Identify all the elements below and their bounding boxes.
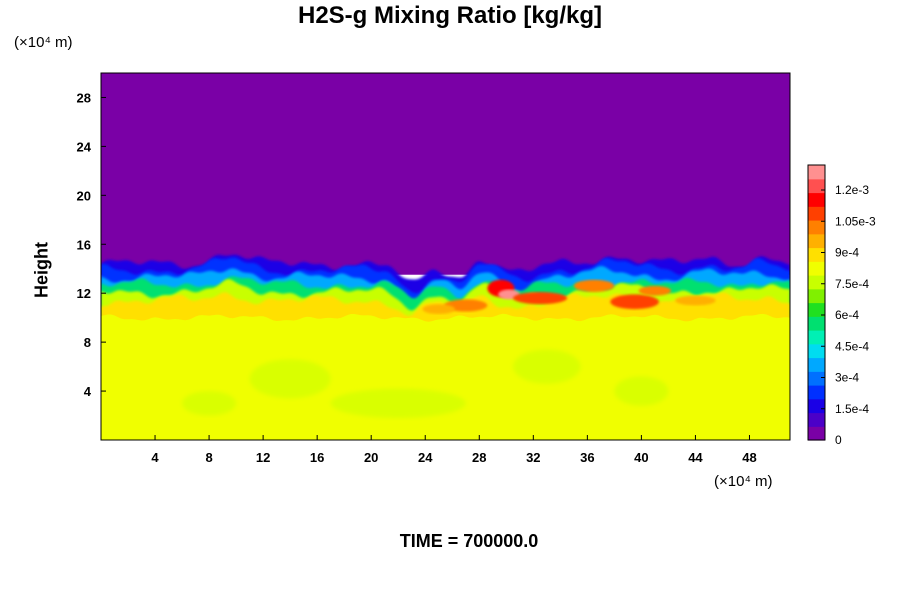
colorbar-segment — [808, 165, 825, 180]
high-value-patch — [573, 279, 615, 292]
texture-patch — [182, 391, 237, 416]
field-layer — [101, 73, 790, 440]
colorbar-segment — [808, 192, 825, 207]
colorbar-tick-label: 4.5e-4 — [835, 339, 869, 353]
chart-title: H2S-g Mixing Ratio [kg/kg] — [297, 2, 602, 29]
colorbar-segment — [808, 261, 825, 276]
region-upper — [101, 73, 790, 275]
colorbar-segment — [808, 385, 825, 400]
high-value-patch — [422, 304, 455, 314]
y-tick-label: 24 — [77, 139, 92, 154]
y-tick-label: 12 — [77, 286, 91, 301]
colorbar-segment — [808, 233, 825, 249]
high-value-patch — [610, 294, 659, 310]
colorbar: 0 1.5e-4 3e-4 4.5e-4 6e-4 7.5e-4 9e-4 1.05e-3 1.… — [807, 164, 876, 447]
x-tick-label: 12 — [256, 450, 270, 465]
texture-patch — [249, 359, 331, 399]
texture-patch — [513, 349, 581, 384]
y-tick-label: 16 — [77, 237, 91, 252]
x-tick-label: 8 — [205, 450, 212, 465]
colorbar-frame — [807, 164, 826, 441]
texture-patch — [614, 376, 669, 406]
colorbar-tick-label: 9e-4 — [835, 246, 859, 260]
x-tick-label: 48 — [742, 450, 756, 465]
colorbar-segment — [808, 220, 825, 235]
y-tick-label: 4 — [84, 384, 92, 399]
colorbar-segment — [808, 412, 825, 427]
colorbar-segment — [808, 426, 825, 441]
colorbar-segment — [808, 330, 825, 345]
y-axis-unit: (×10⁴ m) — [14, 34, 73, 51]
time-annotation: TIME = 700000.0 — [399, 531, 539, 551]
x-tick-label: 20 — [364, 450, 378, 465]
colorbar-segment — [808, 275, 825, 290]
x-tick-label: 44 — [688, 450, 703, 465]
colorbar-segment — [808, 343, 825, 359]
colorbar-tick-label: 1.05e-3 — [835, 214, 876, 228]
y-tick-label: 20 — [77, 188, 91, 203]
high-value-patch — [444, 299, 488, 312]
x-tick-label: 32 — [526, 450, 540, 465]
y-tick-label: 8 — [84, 335, 91, 350]
texture-patch — [330, 388, 466, 418]
x-tick-label: 24 — [418, 450, 433, 465]
colorbar-segment — [808, 357, 825, 372]
colorbar-segment — [808, 178, 825, 194]
colorbar-tick-label: 6e-4 — [835, 308, 859, 322]
high-value-patch — [675, 295, 716, 306]
colorbar-segment — [808, 288, 825, 304]
x-tick-label: 40 — [634, 450, 648, 465]
x-tick-label: 28 — [472, 450, 486, 465]
colorbar-tick-label: 1.2e-3 — [835, 183, 869, 197]
high-value-patch — [638, 285, 672, 296]
high-value-patch — [513, 291, 568, 305]
colorbar-segment — [808, 371, 825, 386]
colorbar-segment — [808, 206, 825, 221]
colorbar-segment — [808, 316, 825, 331]
colorbar-tick-label: 0 — [835, 433, 842, 447]
y-tick-label: 28 — [77, 90, 91, 105]
colorbar-segment — [808, 247, 825, 262]
x-tick-label: 4 — [151, 450, 159, 465]
x-tick-label: 16 — [310, 450, 324, 465]
x-axis-unit: (×10⁴ m) — [714, 473, 773, 490]
colorbar-tick-label: 3e-4 — [835, 371, 859, 385]
colorbar-tick-label: 1.5e-4 — [835, 402, 869, 416]
colorbar-tick-label: 7.5e-4 — [835, 277, 869, 291]
colorbar-segment — [808, 398, 825, 414]
plot-frame — [100, 72, 791, 441]
x-tick-label: 36 — [580, 450, 594, 465]
region-lower — [101, 313, 790, 440]
colorbar-segment — [808, 302, 825, 317]
